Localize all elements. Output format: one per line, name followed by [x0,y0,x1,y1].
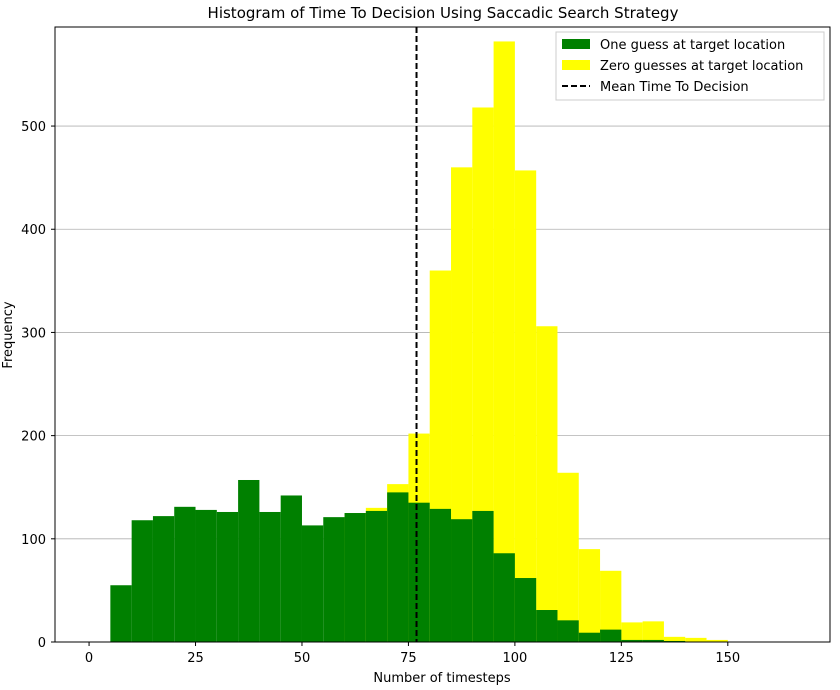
y-tick-label: 300 [21,326,46,341]
one-guess-bar [429,508,452,642]
x-tick-label: 25 [187,651,204,666]
one-guess-bar [451,519,473,642]
legend-swatch-one-guess [562,39,590,49]
y-tick-label: 0 [38,636,46,651]
one-guess-bar [323,517,345,642]
zero-guesses-bar [685,637,707,642]
zero-guesses-bar [493,41,515,643]
one-guess-bar [600,629,622,642]
one-guess-bar [195,509,217,642]
x-axis-label: Number of timesteps [373,671,511,686]
chart-title: Histogram of Time To Decision Using Sacc… [208,4,679,22]
one-guess-bar [301,525,324,642]
one-guess-bar [557,620,579,642]
legend-box [555,31,825,101]
one-guess-bar [110,585,132,642]
one-guess-bar [663,640,686,642]
one-guess-bar [472,510,494,642]
one-guess-bar [578,632,601,642]
zero-guesses-bar [536,326,558,642]
zero-guesses-bar [706,639,728,642]
one-guess-bar [408,502,430,642]
plot-frame [54,26,831,643]
legend-label-one-guess: One guess at target location [600,38,785,53]
one-guess-bar [152,516,175,642]
zero-guesses-bar [600,570,622,642]
one-guess-bar [344,513,366,642]
one-guess-bar [365,510,388,642]
one-guess-bar [621,639,643,642]
one-guess-bar [514,578,537,642]
one-guess-bar [642,639,664,642]
x-axis-ticks: 0 25 50 75 100 125 150 [85,642,740,666]
x-tick-label: 75 [400,651,417,666]
y-tick-label: 500 [21,120,46,135]
one-guess-bar [536,610,558,642]
one-guess-bar [493,553,515,642]
zero-guesses-bar [557,472,579,642]
series-one-guess [110,479,686,642]
one-guess-bar [387,492,409,642]
legend-label-zero-guesses: Zero guesses at target location [600,59,803,74]
zero-guesses-bar [514,170,537,642]
x-tick-label: 100 [502,651,527,666]
legend-label-mean-line: Mean Time To Decision [600,80,749,95]
zero-guesses-bar [472,107,494,643]
one-guess-bar [174,506,196,642]
x-tick-label: 0 [85,651,93,666]
one-guess-bar [280,495,302,642]
legend: One guess at target location Zero guesse… [555,31,825,101]
one-guess-bar [238,479,260,642]
y-tick-label: 400 [21,223,46,238]
zero-guesses-bar [642,621,664,642]
x-tick-label: 50 [294,651,311,666]
y-tick-label: 200 [21,430,46,445]
y-tick-label: 100 [21,533,46,548]
legend-swatch-zero-guesses [562,60,590,70]
one-guess-bar [131,520,153,642]
zero-guesses-bar [578,549,601,642]
zero-guesses-bar [621,622,643,642]
x-tick-label: 150 [715,651,740,666]
one-guess-bar [259,511,281,642]
one-guess-bar [216,511,239,642]
y-axis-ticks: 0 100 200 300 400 500 [21,120,55,651]
x-tick-label: 125 [609,651,634,666]
y-axis-label: Frequency [1,301,16,368]
zero-guesses-bar [663,636,686,642]
